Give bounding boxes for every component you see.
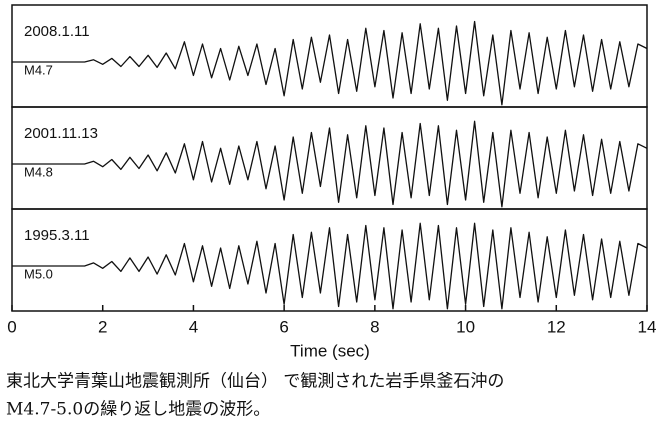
x-tick-label: 6 [279,317,288,336]
x-tick-label: 14 [638,317,657,336]
panel-frame [11,208,648,312]
x-tick-label: 10 [456,317,475,336]
event-date: 2001.11.13 [24,125,98,142]
event-date: 1995.3.11 [24,227,90,244]
caption-line: 東北大学青葉山地震観測所（仙台） で観測された岩手県釜石沖の [6,372,504,392]
x-tick-label: 0 [7,317,16,336]
x-tick-label: 12 [547,317,566,336]
event-date: 2008.1.11 [24,23,90,40]
waveform [12,120,648,208]
panel-frame [11,106,648,210]
x-tick-label: 4 [189,317,198,336]
x-axis-label: Time (sec) [290,341,370,360]
waveform [12,20,648,106]
x-tick-label: 2 [98,317,107,336]
magnitude-label: M4.8 [24,164,53,179]
x-tick-label: 8 [370,317,379,336]
caption-line: M4.7-5.0の繰り返し地震の波形。 [6,400,270,420]
waveform [12,222,648,310]
panel-frame [11,4,648,108]
magnitude-label: M5.0 [24,266,53,281]
magnitude-label: M4.7 [24,62,53,77]
